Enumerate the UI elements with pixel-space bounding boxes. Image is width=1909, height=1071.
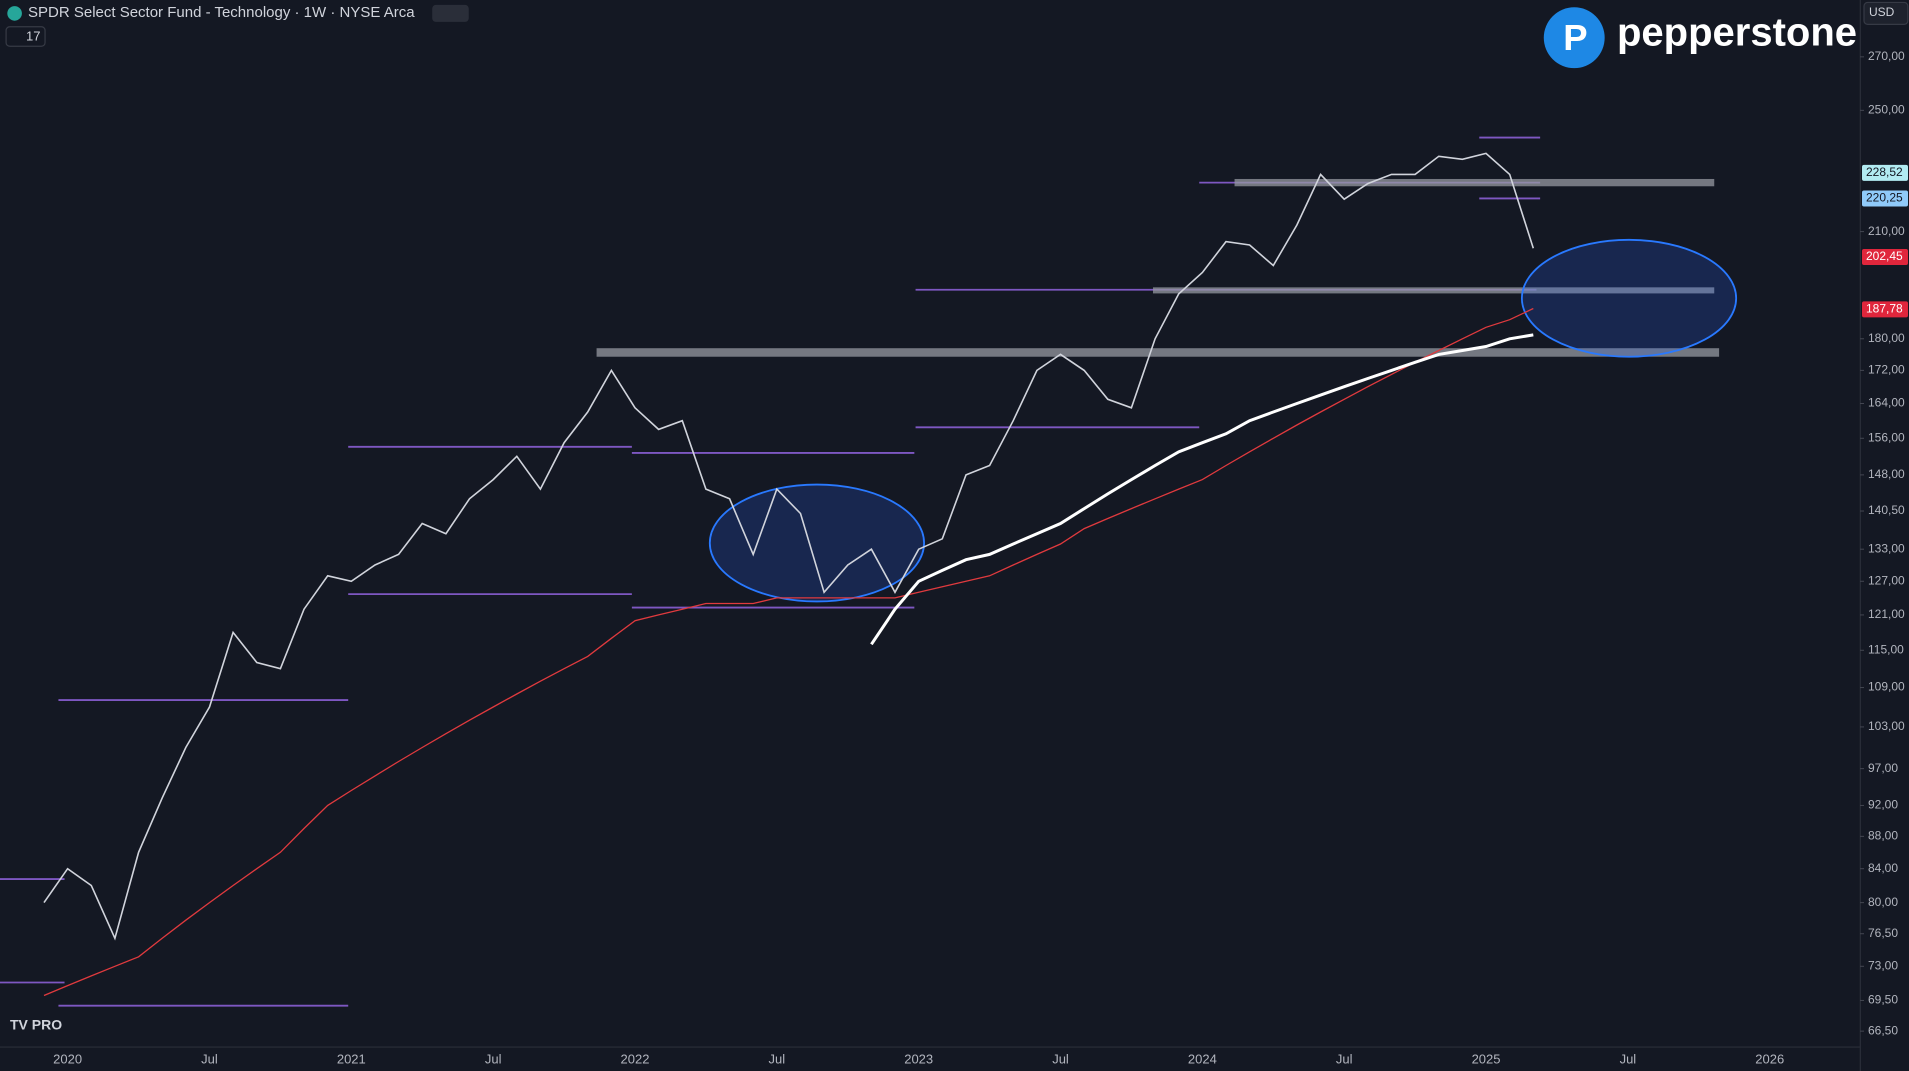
interval-count: 17: [26, 28, 40, 43]
x-tick-label: Jul: [769, 1051, 786, 1066]
x-tick-label: Jul: [201, 1051, 218, 1066]
x-tick-label: Jul: [1336, 1051, 1353, 1066]
price-label-box: [1862, 190, 1908, 207]
y-tick-label: 97,00: [1868, 761, 1898, 775]
brand-logo: [1543, 7, 1605, 69]
y-tick-label: 109,00: [1868, 680, 1905, 694]
price-line: [43, 307, 1534, 997]
y-tick-label: 180,00: [1868, 331, 1905, 345]
status-box: [432, 4, 469, 22]
price-label-box: [1862, 301, 1908, 318]
y-tick-label: 73,00: [1868, 958, 1898, 972]
y-tick-label: 84,00: [1868, 861, 1898, 875]
y-tick-label: 156,00: [1868, 430, 1905, 444]
x-tick-label: 2023: [904, 1051, 933, 1066]
brand-name: pepperstone: [1617, 11, 1857, 55]
price-label-box: [1862, 249, 1908, 266]
y-tick-label: 172,00: [1868, 363, 1905, 377]
price-label-box: [1862, 164, 1908, 181]
x-tick-label: 2020: [53, 1051, 82, 1066]
x-tick-label: 2024: [1188, 1051, 1217, 1066]
y-tick-label: 76,50: [1868, 926, 1898, 940]
y-tick-label: 121,00: [1868, 607, 1905, 621]
price-line: [43, 152, 1535, 941]
x-tick-label: Jul: [1620, 1051, 1637, 1066]
y-tick-label: 127,00: [1868, 573, 1905, 587]
price-label: 202,45: [1866, 249, 1903, 263]
y-tick-label: 210,00: [1868, 224, 1905, 238]
symbol-icon: [7, 6, 22, 21]
y-tick-label: 92,00: [1868, 798, 1898, 812]
x-tick-label: 2026: [1755, 1051, 1784, 1066]
y-tick-label: 69,50: [1868, 993, 1898, 1007]
price-line: [870, 333, 1534, 646]
price-label: 187,78: [1866, 302, 1903, 316]
y-tick-label: 148,00: [1868, 467, 1905, 481]
price-label: 228,52: [1866, 165, 1903, 179]
currency: USD: [1869, 5, 1895, 19]
currency-box: [1863, 1, 1909, 25]
y-tick-label: 115,00: [1868, 642, 1904, 656]
y-tick-label: 80,00: [1868, 895, 1898, 909]
x-tick-label: 2025: [1472, 1051, 1501, 1066]
y-tick-label: 88,00: [1868, 829, 1898, 843]
y-tick-label: 164,00: [1868, 396, 1905, 410]
y-tick-label: 250,00: [1868, 103, 1905, 117]
zones: [596, 178, 1720, 357]
x-tick-label: 2021: [337, 1051, 366, 1066]
price-label: 220,25: [1866, 191, 1903, 205]
level-lines: [0, 136, 1541, 1007]
chart-title: SPDR Select Sector Fund - Technology · 1…: [28, 4, 415, 21]
x-tick-label: 2022: [621, 1051, 650, 1066]
y-tick-label: 270,00: [1868, 49, 1905, 63]
brand-mark: P: [1563, 17, 1587, 58]
interval-box: [5, 26, 46, 47]
y-tick-label: 103,00: [1868, 719, 1905, 733]
x-tick-label: Jul: [1052, 1051, 1069, 1066]
y-tick-label: 66,50: [1868, 1023, 1898, 1037]
y-tick-label: 140,50: [1868, 503, 1905, 517]
x-tick-label: Jul: [485, 1051, 502, 1066]
badge: TV PRO: [10, 1017, 62, 1033]
highlight-ellipses: [708, 238, 1738, 603]
y-tick-label: 133,00: [1868, 541, 1905, 555]
